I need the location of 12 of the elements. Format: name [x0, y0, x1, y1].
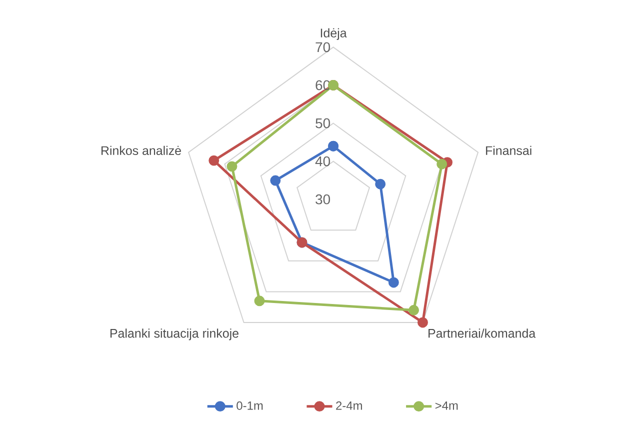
spoke-label: Finansai [486, 146, 532, 155]
y-tick-label: 70 [316, 42, 330, 52]
spoke-label: Idėja [320, 28, 347, 40]
spoke-label: Rinkos analizė [101, 146, 181, 155]
spoke-label: Palanki situacija rinkoje [110, 328, 238, 340]
y-tick-label: 40 [315, 156, 330, 166]
y-tick-label: 30 [316, 194, 330, 204]
spoke-label: Partneriai/komanda [428, 328, 536, 338]
legend-label: >4m [435, 401, 458, 410]
legend-label: 0-1m [236, 401, 263, 410]
y-tick-label: 50 [316, 118, 330, 128]
legend-label: 2-4m [336, 401, 362, 410]
